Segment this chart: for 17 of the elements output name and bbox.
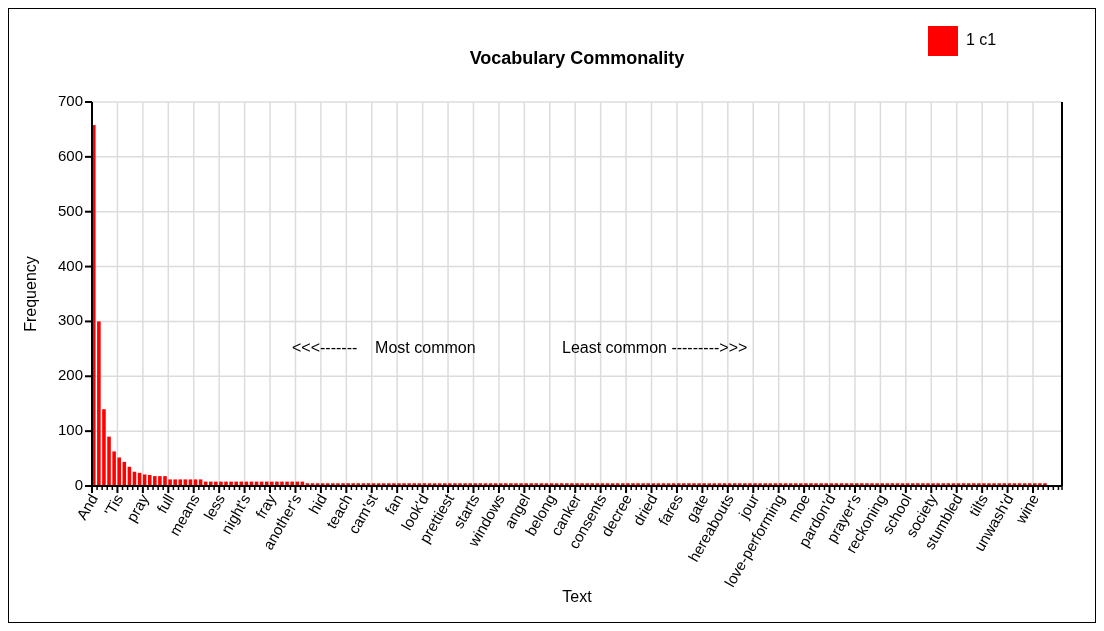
y-axis-title: Frequency [22,256,39,332]
x-axis-title: Text [562,588,593,605]
y-tick-label: 200 [57,366,83,384]
y-tick-label: 100 [57,421,83,439]
y-tick-label: 400 [57,256,83,274]
x-tick-label: fan [381,490,407,518]
chart-title: Vocabulary Commonality [469,48,685,68]
y-tick-label: 0 [74,475,83,493]
y-tick-label: 600 [57,146,83,164]
y-tick-label: 500 [57,201,83,219]
y-tick-label: 700 [57,91,83,109]
y-tick-label: 300 [57,311,83,329]
x-tick-label: hid [305,490,330,517]
annotation: <<<------- Most common [292,339,476,357]
x-tick-label: 'Tis [100,490,127,519]
annotation: Least common --------->>> [562,339,748,357]
legend-label: 1 c1 [966,31,997,49]
